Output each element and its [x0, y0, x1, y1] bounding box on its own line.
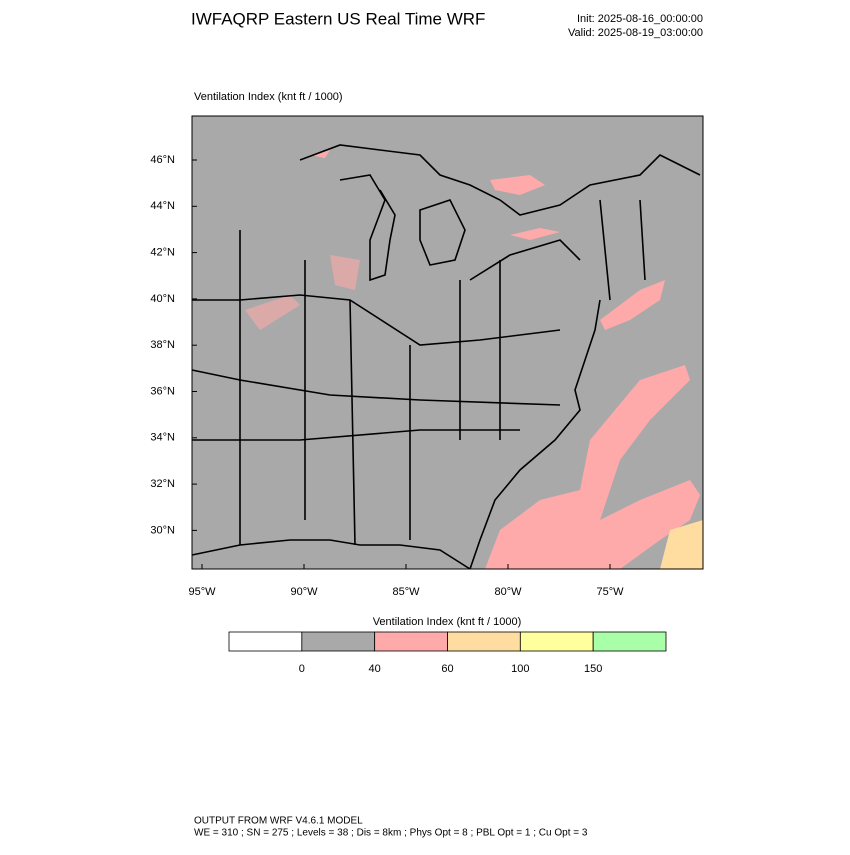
lon-label: 90°W [290, 586, 318, 598]
colorbar-box [228, 631, 303, 652]
boundaries [191, 144, 701, 570]
footer-line: OUTPUT FROM WRF V4.6.1 MODEL [194, 816, 363, 827]
colorbar-box [519, 631, 594, 652]
map [191, 115, 704, 570]
colorbar-box [447, 631, 521, 652]
colorbar-tick-label: 150 [584, 663, 602, 675]
lat-label: 30°N [150, 524, 175, 536]
map-frame [191, 115, 704, 570]
lat-label: 46°N [150, 154, 175, 166]
valid-time: Valid: 2025-08-19_03:00:00 [568, 27, 703, 39]
lat-label: 40°N [150, 293, 175, 305]
colorbar: 0 40 60 100 150 [228, 631, 667, 675]
colorbar-box [592, 631, 667, 652]
ventilation-areas [245, 150, 703, 569]
colorbar-box [301, 631, 376, 652]
title: IWFAQRP Eastern US Real Time WRF [191, 9, 485, 28]
map-subtitle: Ventilation Index (knt ft / 1000) [194, 91, 343, 103]
colorbar-title: Ventilation Index (knt ft / 1000) [373, 616, 522, 628]
lon-label: 85°W [392, 586, 420, 598]
init-time: Init: 2025-08-16_00:00:00 [577, 13, 703, 25]
map-axes: 46°N 44°N 42°N 40°N 38°N 36°N 34°N 32°N 30°N 95°W… [150, 154, 624, 598]
lat-label: 42°N [150, 247, 175, 259]
lat-label: 44°N [150, 200, 175, 212]
lon-label: 95°W [188, 586, 216, 598]
colorbar-tick-label: 0 [299, 663, 305, 675]
lat-label: 36°N [150, 385, 175, 397]
colorbar-tick-label: 100 [511, 663, 529, 675]
colorbar-tick-label: 60 [441, 663, 453, 675]
colorbar-tick-label: 40 [369, 663, 381, 675]
lat-label: 38°N [150, 339, 175, 351]
lat-label: 32°N [150, 478, 175, 490]
lon-label: 80°W [494, 586, 522, 598]
lon-label: 75°W [596, 586, 624, 598]
footer-line: WE = 310 ; SN = 275 ; Levels = 38 ; Dis … [194, 828, 588, 839]
colorbar-box [374, 631, 448, 652]
lat-label: 34°N [150, 432, 175, 444]
